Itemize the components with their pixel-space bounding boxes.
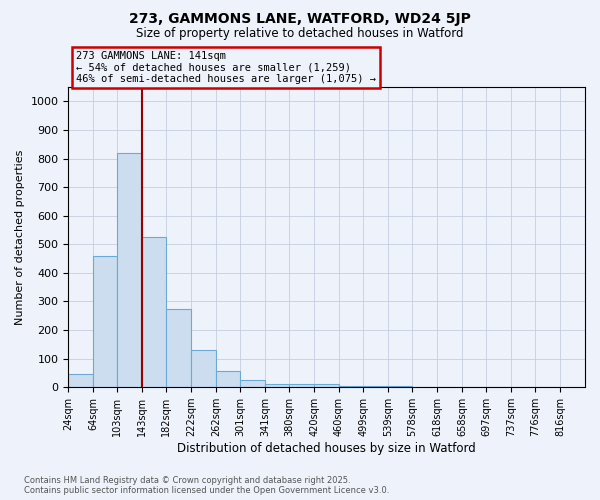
Text: Contains HM Land Registry data © Crown copyright and database right 2025.
Contai: Contains HM Land Registry data © Crown c… — [24, 476, 389, 495]
Text: 273, GAMMONS LANE, WATFORD, WD24 5JP: 273, GAMMONS LANE, WATFORD, WD24 5JP — [129, 12, 471, 26]
Text: 273 GAMMONS LANE: 141sqm
← 54% of detached houses are smaller (1,259)
46% of sem: 273 GAMMONS LANE: 141sqm ← 54% of detach… — [76, 51, 376, 84]
Bar — [93, 256, 118, 387]
Bar — [265, 384, 289, 387]
Bar — [314, 384, 339, 387]
Bar — [412, 386, 437, 387]
Bar — [191, 350, 216, 387]
Bar — [118, 153, 142, 387]
Y-axis label: Number of detached properties: Number of detached properties — [15, 150, 25, 325]
Bar — [388, 386, 412, 387]
Bar — [68, 374, 93, 387]
X-axis label: Distribution of detached houses by size in Watford: Distribution of detached houses by size … — [177, 442, 476, 455]
Bar — [339, 386, 363, 387]
Text: Size of property relative to detached houses in Watford: Size of property relative to detached ho… — [136, 28, 464, 40]
Bar — [216, 372, 241, 387]
Bar — [363, 386, 388, 387]
Bar — [142, 237, 166, 387]
Bar — [166, 308, 191, 387]
Bar — [289, 384, 314, 387]
Bar — [241, 380, 265, 387]
